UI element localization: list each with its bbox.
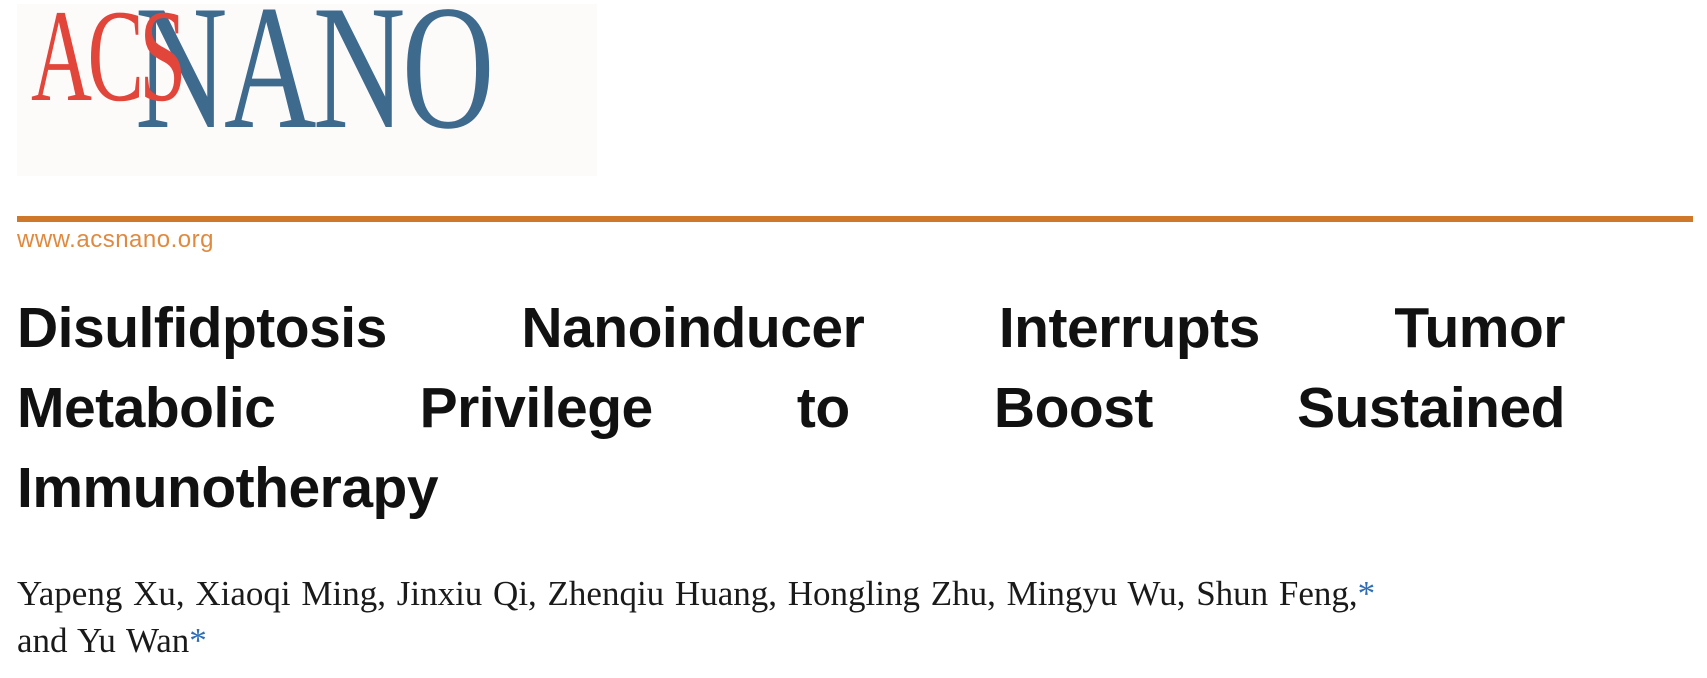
corresponding-author-marker-2[interactable]: * [189, 621, 207, 660]
acs-nano-logo: NANO ACS [17, 0, 597, 176]
article-title: Disulfidptosis Nanoinducer Interrupts Tu… [17, 288, 1566, 528]
author-names-line-1: Yapeng Xu, Xiaoqi Ming, Jinxiu Qi, Zhenq… [17, 574, 1358, 613]
author-names-line-2: and Yu Wan [17, 621, 190, 660]
logo-acs-text: ACS [31, 0, 186, 129]
title-line-3: Immunotherapy [17, 456, 439, 520]
journal-website-link[interactable]: www.acsnano.org [17, 226, 214, 253]
masthead-divider-rule [17, 216, 1693, 222]
author-list: Yapeng Xu, Xiaoqi Ming, Jinxiu Qi, Zhenq… [17, 570, 1637, 664]
title-line-1: Disulfidptosis Nanoinducer Interrupts Tu… [17, 296, 1566, 360]
title-line-2: Metabolic Privilege to Boost Sustained [17, 376, 1566, 440]
logo-nano-text: NANO [135, 0, 494, 166]
author-line-1: Yapeng Xu, Xiaoqi Ming, Jinxiu Qi, Zhenq… [17, 570, 1637, 617]
corresponding-author-marker-1[interactable]: * [1357, 574, 1376, 613]
author-line-2: and Yu Wan* [17, 617, 1637, 664]
